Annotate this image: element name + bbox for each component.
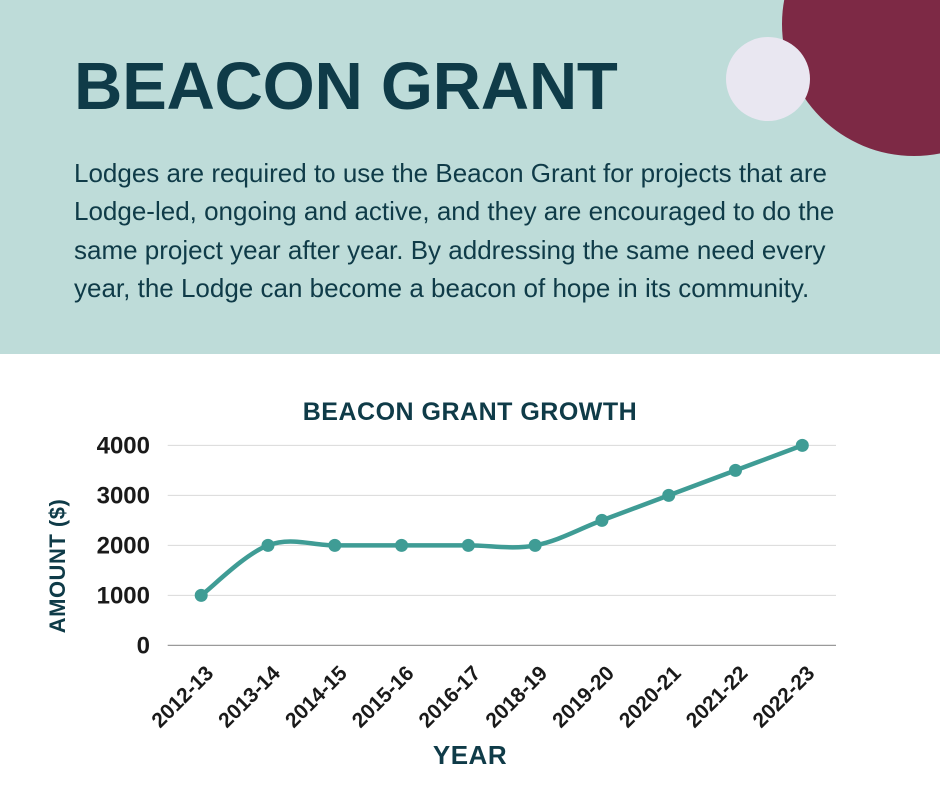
svg-text:1000: 1000	[97, 583, 150, 610]
svg-text:2021-22: 2021-22	[682, 662, 753, 733]
svg-text:2018-19: 2018-19	[481, 662, 552, 733]
svg-text:3000: 3000	[97, 483, 150, 510]
svg-text:0: 0	[137, 633, 150, 660]
svg-text:2019-20: 2019-20	[548, 662, 619, 733]
svg-text:2015-16: 2015-16	[348, 662, 419, 733]
svg-text:2016-17: 2016-17	[415, 662, 486, 733]
svg-text:2013-14: 2013-14	[214, 661, 285, 732]
svg-text:4000: 4000	[97, 433, 150, 460]
svg-text:YEAR: YEAR	[433, 740, 507, 770]
svg-text:2014-15: 2014-15	[281, 661, 352, 732]
svg-text:2000: 2000	[97, 533, 150, 560]
svg-text:AMOUNT ($): AMOUNT ($)	[45, 499, 70, 634]
svg-text:2022-23: 2022-23	[749, 662, 820, 733]
svg-text:2020-21: 2020-21	[615, 661, 686, 732]
svg-text:2012-13: 2012-13	[147, 662, 218, 733]
